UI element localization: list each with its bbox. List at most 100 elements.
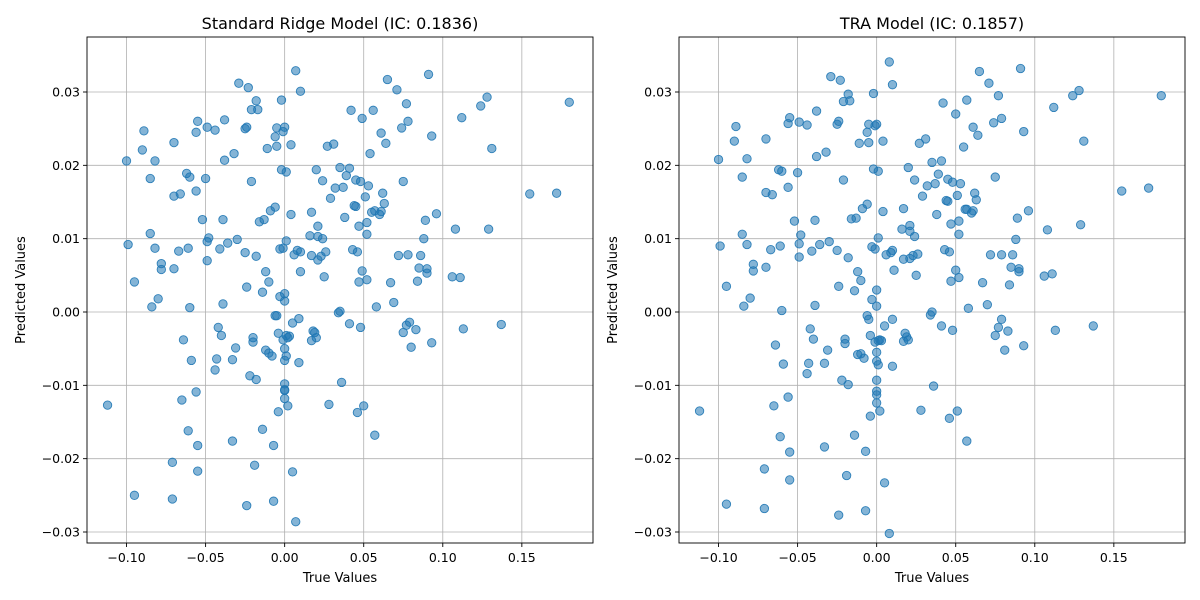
data-point [123,239,133,250]
data-point [864,314,874,324]
data-point [223,238,233,248]
data-point [291,66,301,76]
data-point [1049,102,1059,113]
data-point [230,343,241,353]
data-point [376,128,386,138]
data-point [487,143,497,154]
data-point [357,113,367,124]
data-point [242,282,252,292]
y-tick-label: 0.00 [644,305,672,320]
data-point [954,216,964,226]
data-point [785,113,795,123]
y-tick-label: 0.00 [52,305,80,320]
data-point [821,147,831,157]
x-tick-label: 0.00 [863,550,891,565]
data-point [889,265,899,275]
data-point [968,206,978,216]
data-point [248,333,258,343]
data-point [792,168,803,178]
data-point [962,95,972,105]
data-point [909,231,920,242]
data-point [832,245,842,256]
chart-title: TRA Model (IC: 0.1857) [839,14,1024,33]
data-point [197,214,208,225]
data-point [227,436,238,446]
data-point [1042,225,1053,235]
data-point [393,250,404,261]
data-point [849,430,860,440]
data-point [210,365,220,375]
data-point [167,494,178,504]
data-point [129,277,140,287]
data-point [219,155,230,165]
data-point [317,234,328,244]
data-point [242,500,252,511]
data-point [313,221,323,231]
data-point [996,314,1007,324]
data-point [952,190,962,201]
data-point [1014,267,1024,277]
data-point [767,190,777,200]
data-point [215,244,225,254]
data-point [321,247,331,257]
data-point [933,169,943,179]
x-tick-label: 0.05 [350,550,378,565]
data-point [363,181,374,191]
data-point [229,148,239,159]
data-point [412,276,423,286]
data-point [759,503,770,514]
data-point [191,387,201,397]
data-point [193,466,203,476]
data-point [403,250,413,260]
data-point [204,233,214,243]
data-point [286,140,296,150]
data-point [715,241,725,251]
data-point [1015,63,1026,74]
x-axis-label: True Values [894,571,969,586]
data-point [775,241,785,251]
plot-frame [86,36,594,544]
data-point [826,71,836,82]
data-point [281,167,291,177]
data-point [392,85,402,95]
data-point [457,113,467,123]
data-point [346,105,356,115]
data-point [898,203,909,214]
data-point [280,122,290,132]
data-point [1079,136,1089,146]
data-point [286,209,296,220]
data-point [865,330,875,341]
data-point [379,198,389,209]
data-point [872,375,882,385]
data-point [243,82,253,93]
data-point [324,399,334,410]
data-point [930,179,940,189]
data-point [264,277,274,287]
data-point [1075,220,1086,230]
data-point [406,342,416,352]
data-point [185,172,195,182]
data-point [311,165,321,175]
data-point [958,142,969,152]
data-point [280,385,290,396]
data-point [955,179,966,189]
data-point [283,401,293,411]
data-point [280,296,290,306]
data-point [257,424,268,434]
y-tick-label: 0.03 [644,85,672,100]
data-point [227,355,238,365]
y-tick-label: 0.01 [644,231,672,246]
data-point [989,118,999,128]
data-point [853,267,863,277]
data-point [872,119,882,129]
data-point [336,377,347,388]
data-point [319,272,329,282]
grid [679,37,1185,543]
data-point [713,154,724,165]
data-point [860,446,871,456]
y-tick-label: −0.02 [634,451,672,466]
data-point [150,156,160,166]
data-point [1050,325,1060,335]
data-point [213,322,223,333]
data-point [1074,85,1084,96]
